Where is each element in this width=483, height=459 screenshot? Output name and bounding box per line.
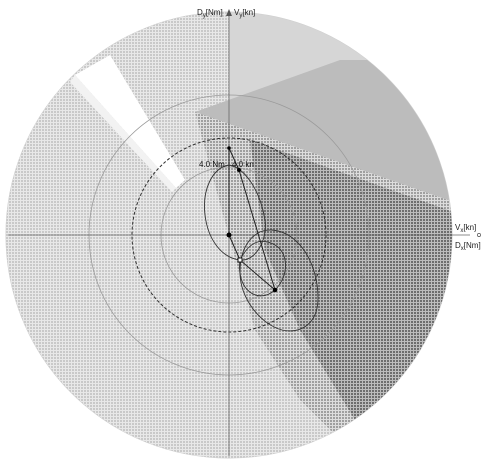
point-marker-end: [272, 287, 278, 293]
x-axis-end-marker: [477, 233, 481, 237]
white-wedge: [75, 55, 185, 188]
point-marker-mid: [237, 168, 241, 172]
y-moment-axis-label: Dy[Nm]: [197, 8, 223, 19]
x-moment-axis-label: Dx[Nm]: [455, 241, 481, 252]
origin-marker: [226, 232, 232, 238]
velocity-ring-label: 4.0 kn: [232, 160, 254, 169]
point-marker-square: [237, 257, 243, 263]
x-velocity-axis-label: Vx[kn]: [455, 223, 476, 234]
white-wedge-edge: [70, 75, 176, 192]
y-velocity-axis-label: Vy[kn]: [234, 8, 255, 19]
point-marker-top: [227, 146, 231, 150]
moment-ring-label: 4.0 Nm: [199, 160, 225, 169]
vector-path-diagonal: [228, 169, 276, 292]
y-axis-arrow: [226, 9, 232, 16]
locus-loop: [239, 240, 286, 297]
left-hatched-region: [6, 12, 229, 458]
vector-segment: [228, 147, 240, 171]
